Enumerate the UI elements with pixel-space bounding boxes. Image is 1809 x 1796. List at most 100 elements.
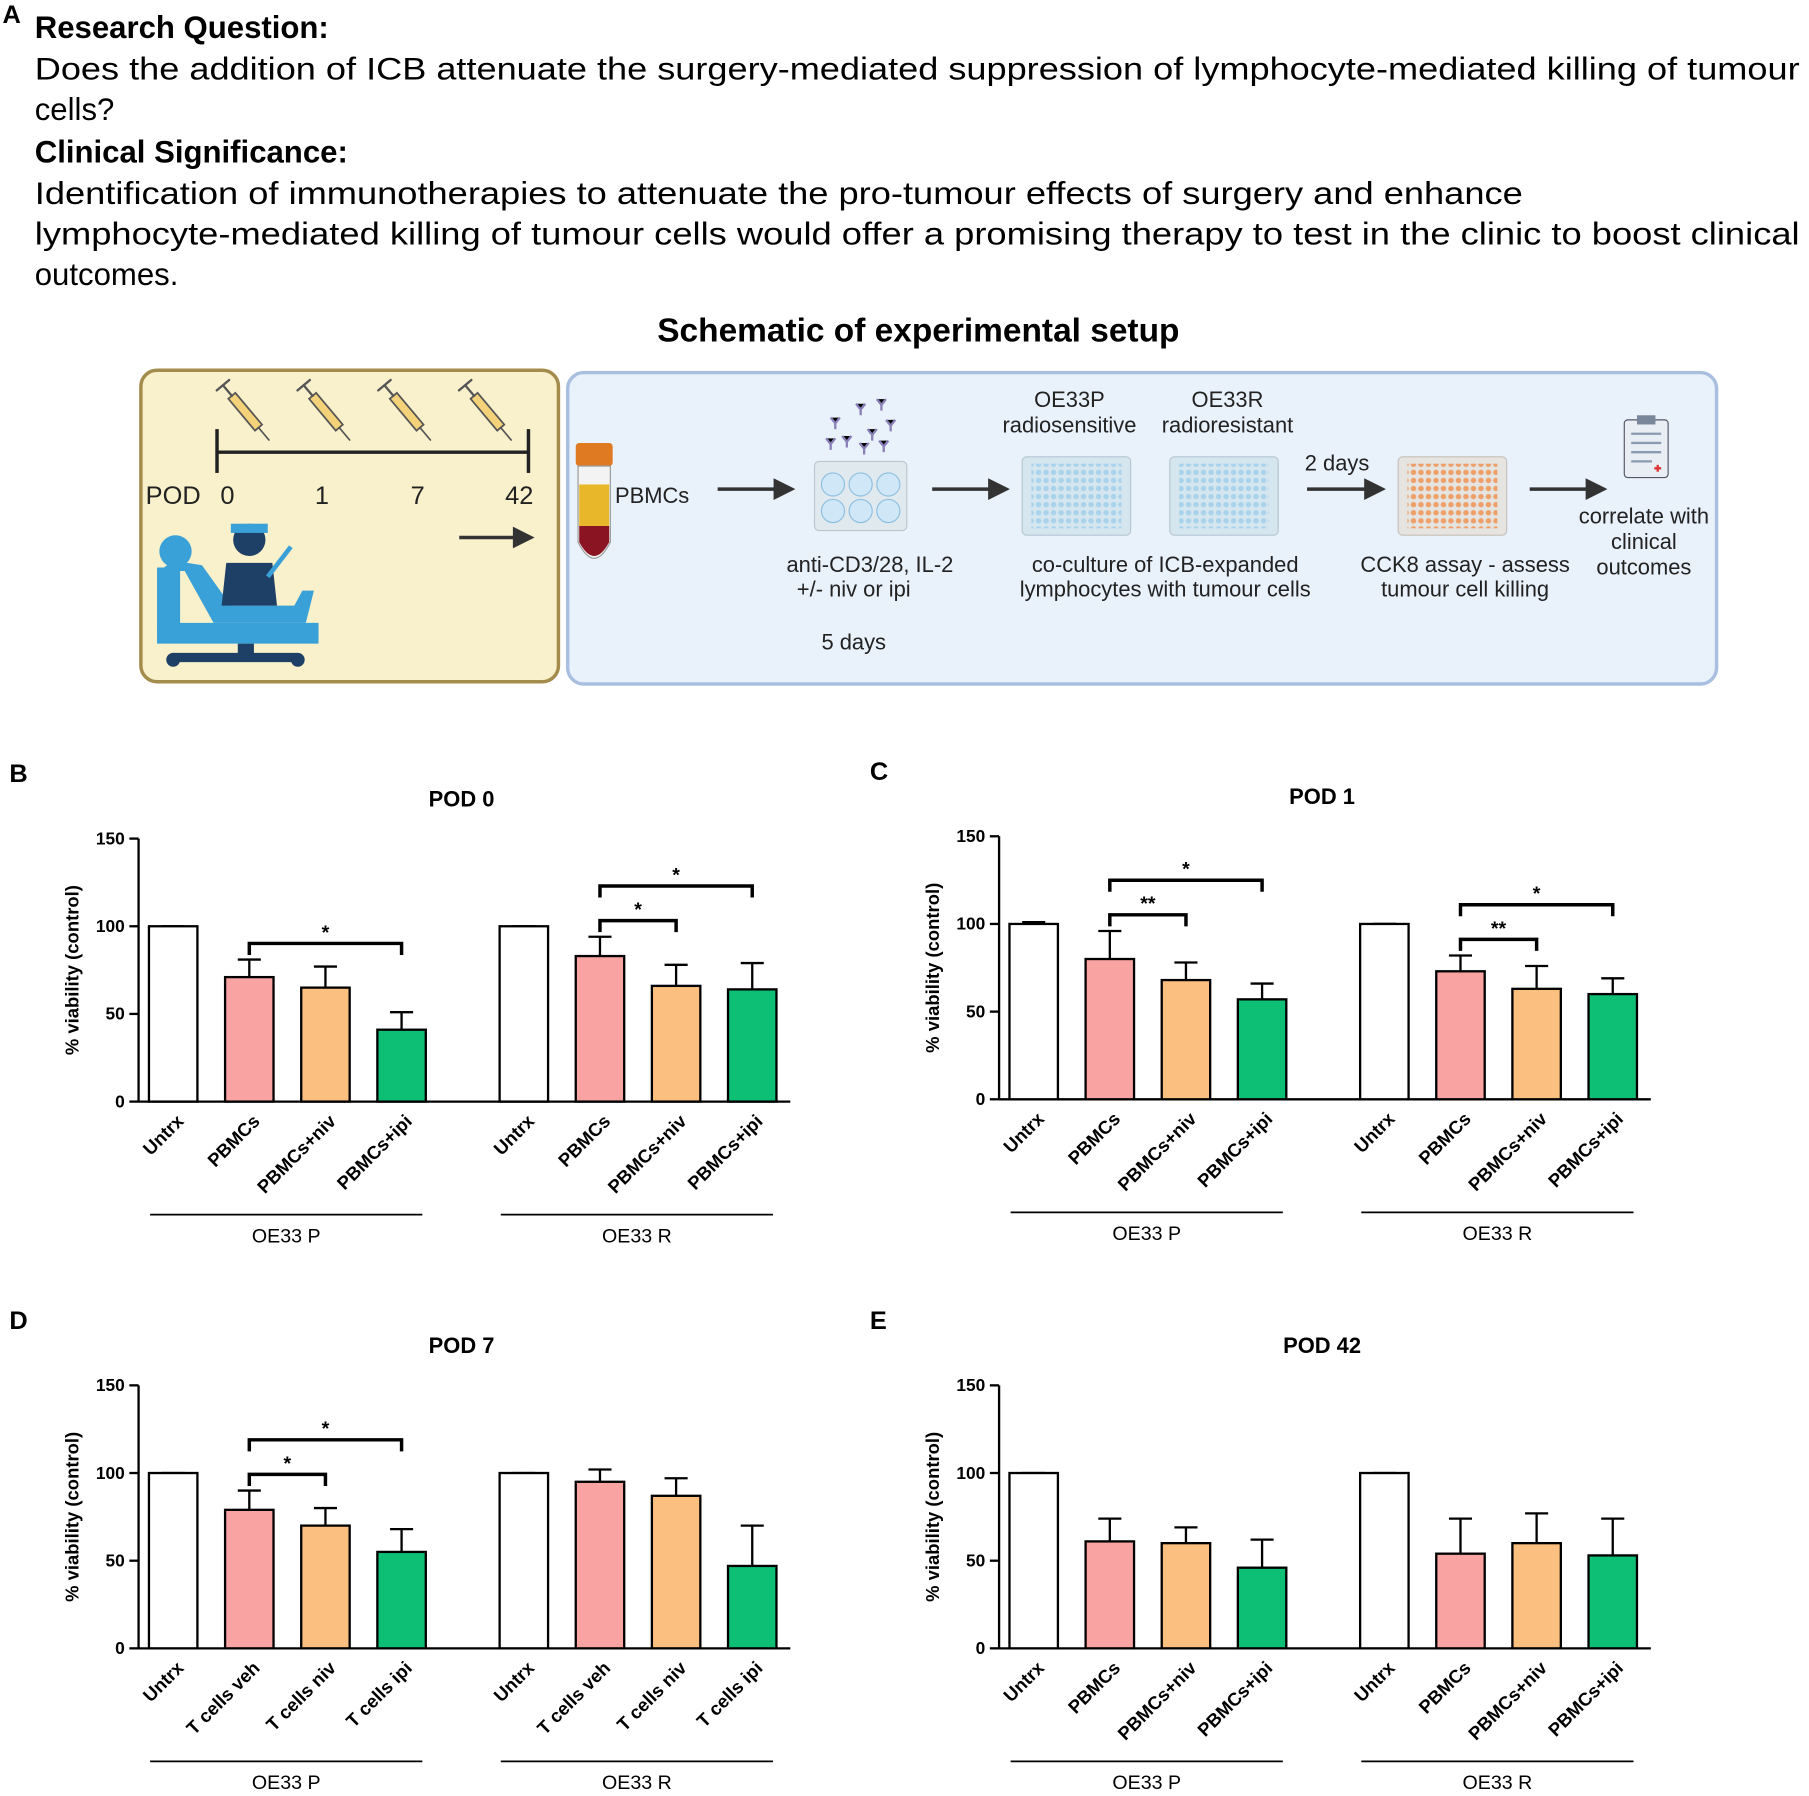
significance-bracket: [247, 941, 404, 955]
bar: [1236, 998, 1288, 1101]
panel-a: A Research Question: Does the addition o…: [2, 1, 1800, 686]
y-tick-label: 100: [96, 916, 125, 936]
bar: [574, 1480, 626, 1650]
x-tick-label: Untrx: [999, 1108, 1048, 1157]
bar: [376, 1550, 427, 1650]
significance-bracket: [1458, 937, 1539, 951]
group-label: OE33 R: [1463, 1772, 1533, 1794]
bar: [498, 925, 550, 1103]
x-tick-label: PBMCs+niv: [1113, 1657, 1200, 1744]
six-well-plate: [813, 460, 908, 532]
paragraph-line: lymphocyte-mediated killing of tumour ce…: [35, 217, 1800, 252]
bar: [1008, 922, 1060, 1101]
chart: C POD 1 % viability (control) 0 50 100 150 Untr…: [870, 758, 1651, 1245]
step-label: radiosensitive: [1002, 413, 1136, 438]
group-label: OE33 R: [602, 1225, 672, 1247]
timeline-day: 7: [411, 482, 425, 510]
x-tick-label: PBMCs: [1414, 1108, 1474, 1168]
timeline-day: 42: [505, 482, 533, 510]
y-tick-label: 150: [956, 826, 985, 846]
clipboard-icon: [1623, 415, 1669, 479]
significance-bracket: [1108, 913, 1188, 927]
paragraph-line: cells?: [35, 92, 115, 127]
x-tick-label: PBMCs+niv: [1464, 1108, 1551, 1195]
step-label: outcomes: [1596, 554, 1691, 579]
bar: [726, 1564, 778, 1650]
step-label: OE33P: [1034, 387, 1105, 412]
bar: [147, 1471, 199, 1650]
x-tick-label: PBMCs: [1414, 1657, 1474, 1717]
y-tick-label: 0: [976, 1638, 986, 1658]
group-label: OE33 R: [1463, 1223, 1533, 1245]
y-axis-label: % viability (control): [62, 885, 83, 1055]
bar: [223, 975, 275, 1103]
bar: [1084, 957, 1136, 1101]
x-tick-label: T cells niv: [262, 1657, 340, 1735]
significance-label: *: [634, 899, 642, 921]
significance-label: **: [1140, 893, 1156, 915]
significance-bracket: [598, 918, 678, 933]
x-tick-label: Untrx: [1350, 1657, 1399, 1706]
y-tick-label: 100: [956, 1463, 985, 1483]
bar: [1160, 1541, 1212, 1650]
significance-label: *: [284, 1453, 292, 1475]
x-tick-label: PBMCs+ipi: [683, 1110, 766, 1193]
step-label: +/- niv or ipi: [797, 576, 911, 601]
bar: [376, 1028, 427, 1103]
bar: [1160, 978, 1212, 1101]
bar: [1587, 992, 1639, 1101]
tube-icon: [575, 442, 613, 559]
x-tick-label: Untrx: [489, 1110, 538, 1159]
significance-label: *: [322, 922, 330, 944]
y-tick-label: 150: [96, 1375, 125, 1395]
x-tick-label: T cells ipi: [342, 1657, 416, 1731]
bar: [1587, 1554, 1639, 1650]
significance-bracket: [598, 884, 754, 898]
chart-title: POD 0: [429, 786, 495, 811]
chart-title: POD 1: [1289, 784, 1355, 809]
chart: D POD 7 % viability (control) 0 50 100 150 Untr…: [9, 1307, 791, 1794]
significance-label: *: [1533, 883, 1541, 905]
chart-title: POD 42: [1283, 1333, 1361, 1358]
x-tick-label: PBMCs: [1064, 1108, 1124, 1168]
bar: [223, 1508, 275, 1650]
timeline: [215, 429, 531, 473]
y-tick-label: 0: [976, 1089, 986, 1109]
step-label: correlate with: [1579, 504, 1709, 529]
x-tick-label: PBMCs+niv: [1113, 1108, 1200, 1195]
x-tick-label: Untrx: [1350, 1108, 1399, 1157]
panel-label: C: [870, 758, 888, 786]
y-tick-label: 100: [96, 1463, 125, 1483]
group-label: OE33 P: [1112, 1772, 1181, 1794]
paragraph-line: Identification of immunotherapies to att…: [35, 176, 1523, 211]
y-axis-label: % viability (control): [922, 883, 943, 1053]
step-label: clinical: [1611, 529, 1677, 554]
x-tick-label: T cells ipi: [692, 1657, 766, 1731]
bar: [1008, 1471, 1060, 1650]
x-tick-label: PBMCs+ipi: [333, 1110, 416, 1193]
significance-label: **: [1491, 918, 1507, 940]
step-label: 5 days: [821, 629, 886, 654]
group-label: OE33 P: [1112, 1223, 1181, 1245]
y-tick-label: 100: [956, 914, 985, 934]
x-tick-label: PBMCs+niv: [1464, 1657, 1551, 1744]
syringes: [215, 378, 513, 441]
significance-label: *: [1182, 859, 1190, 881]
chart-title: POD 7: [429, 1333, 495, 1358]
bar: [1511, 987, 1562, 1101]
significance-bracket: [1108, 878, 1264, 892]
x-tick-label: PBMCs: [1064, 1657, 1124, 1717]
significance-bracket: [247, 1472, 328, 1486]
bar: [574, 954, 626, 1103]
y-tick-label: 50: [105, 1004, 124, 1024]
bar: [300, 986, 351, 1103]
chart: E POD 42 % viability (control) 0 50 100 150 Unt…: [870, 1307, 1651, 1794]
step-label: lymphocytes with tumour cells: [1020, 576, 1311, 601]
y-tick-label: 50: [966, 1001, 985, 1021]
panel-label: A: [2, 1, 20, 29]
timeline-day: 1: [315, 482, 329, 510]
x-tick-label: Untrx: [139, 1110, 188, 1159]
schematic-title: Schematic of experimental setup: [657, 312, 1179, 349]
step-label: co-culture of ICB-expanded: [1032, 552, 1299, 577]
x-tick-label: T cells veh: [182, 1657, 264, 1739]
